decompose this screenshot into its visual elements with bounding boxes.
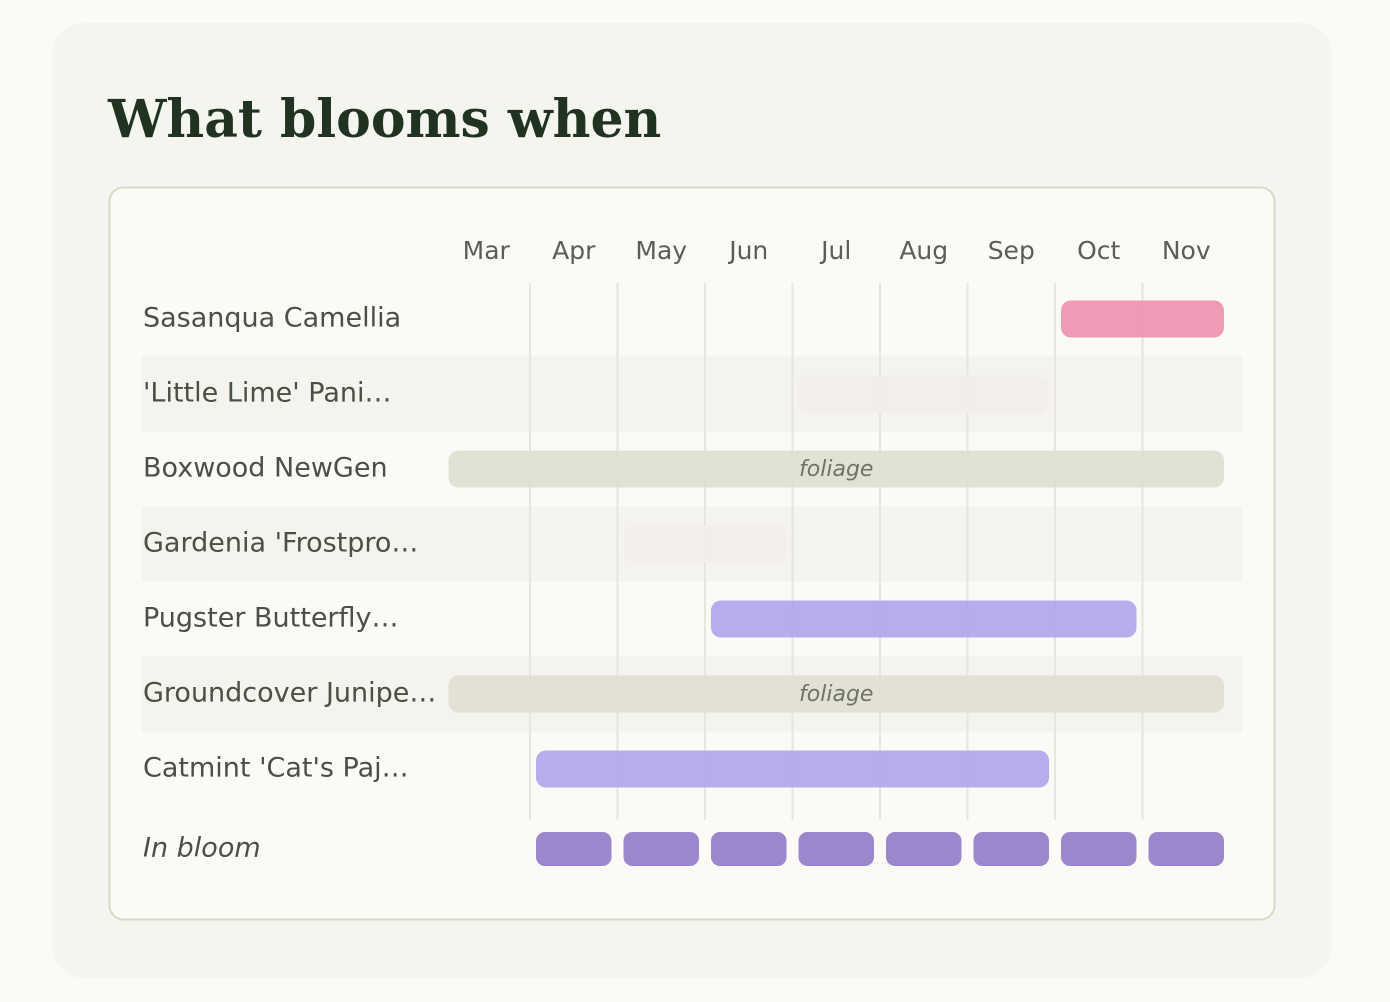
row-name: Catmint 'Cat's Paj…	[143, 753, 409, 784]
bloom-month	[1148, 832, 1224, 866]
month-label: Apr	[552, 236, 596, 265]
bloom-bar	[448, 450, 1224, 488]
bloom-month	[711, 832, 787, 866]
bloom-month	[886, 832, 962, 866]
summary-label: In bloom	[143, 833, 261, 864]
row-name: Boxwood NewGen	[143, 453, 388, 484]
row-name: Sasanqua Camellia	[143, 303, 401, 334]
row-name: Gardenia 'Frostpro…	[143, 528, 418, 559]
bloom-month	[623, 832, 699, 866]
bloom-month	[536, 832, 612, 866]
chart-title: What blooms when	[107, 89, 661, 150]
month-label: Jun	[727, 236, 768, 265]
bloom-bar	[623, 525, 787, 563]
row-name: 'Little Lime' Pani…	[143, 378, 392, 409]
row-name: Pugster Butterfly…	[143, 603, 399, 634]
month-label: Aug	[899, 236, 948, 265]
month-label: Nov	[1162, 236, 1211, 265]
bloom-bar	[448, 675, 1224, 713]
bloom-bar	[711, 600, 1137, 638]
bar-label: foliage	[799, 457, 873, 482]
row-name: Groundcover Junipe…	[143, 678, 436, 709]
bloom-bar	[1061, 300, 1224, 338]
month-label: Mar	[463, 236, 511, 265]
bloom-bar	[536, 750, 1049, 788]
month-label: May	[635, 236, 687, 265]
bloom-month	[1061, 832, 1137, 866]
month-label: Oct	[1077, 236, 1120, 265]
month-label: Jul	[819, 236, 851, 265]
row-band	[142, 356, 1242, 432]
bloom-bar	[798, 375, 1049, 413]
bar-label: foliage	[799, 682, 873, 707]
month-label: Sep	[988, 236, 1035, 265]
bloom-month	[973, 832, 1049, 866]
bloom-month	[798, 832, 874, 866]
